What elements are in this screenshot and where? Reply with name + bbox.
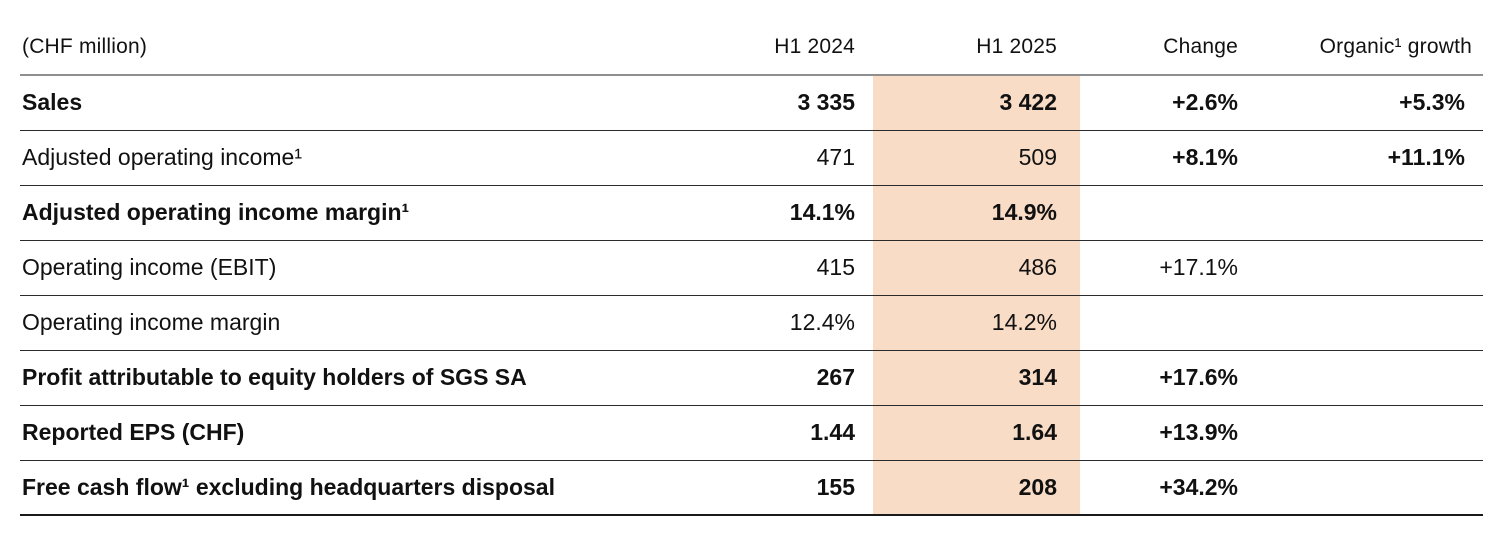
table-body: Sales 3 335 3 422 +2.6% +5.3% Adjusted o… bbox=[20, 75, 1483, 516]
table-row-reported-eps: Reported EPS (CHF) 1.44 1.64 +13.9% bbox=[20, 405, 1483, 461]
row-label: Free cash flow¹ excluding headquarters d… bbox=[20, 460, 723, 516]
value-h1-2025: 208 bbox=[873, 460, 1080, 516]
value-change: +34.2% bbox=[1080, 460, 1260, 516]
row-label: Operating income margin bbox=[20, 295, 723, 351]
value-h1-2024: 415 bbox=[723, 240, 873, 296]
col-header-h1-2025: H1 2025 bbox=[873, 0, 1080, 76]
table-row-adjusted-operating-income-margin: Adjusted operating income margin¹ 14.1% … bbox=[20, 185, 1483, 241]
value-h1-2024: 3 335 bbox=[723, 75, 873, 131]
table-row-free-cash-flow: Free cash flow¹ excluding headquarters d… bbox=[20, 460, 1483, 516]
row-label: Operating income (EBIT) bbox=[20, 240, 723, 296]
value-change: +17.1% bbox=[1080, 240, 1260, 296]
value-organic bbox=[1260, 350, 1483, 406]
value-change bbox=[1080, 295, 1260, 351]
table-row-sales: Sales 3 335 3 422 +2.6% +5.3% bbox=[20, 75, 1483, 131]
value-change: +2.6% bbox=[1080, 75, 1260, 131]
row-label: Reported EPS (CHF) bbox=[20, 405, 723, 461]
value-change: +13.9% bbox=[1080, 405, 1260, 461]
row-label: Adjusted operating income margin¹ bbox=[20, 185, 723, 241]
value-h1-2024: 1.44 bbox=[723, 405, 873, 461]
value-h1-2025: 1.64 bbox=[873, 405, 1080, 461]
value-organic bbox=[1260, 405, 1483, 461]
value-h1-2025: 314 bbox=[873, 350, 1080, 406]
col-header-organic-growth: Organic¹ growth bbox=[1260, 0, 1483, 76]
table-row-operating-income-ebit: Operating income (EBIT) 415 486 +17.1% bbox=[20, 240, 1483, 296]
value-h1-2025: 14.2% bbox=[873, 295, 1080, 351]
value-h1-2024: 471 bbox=[723, 130, 873, 186]
value-organic bbox=[1260, 185, 1483, 241]
value-h1-2025: 14.9% bbox=[873, 185, 1080, 241]
value-change bbox=[1080, 185, 1260, 241]
table-row-operating-income-margin: Operating income margin 12.4% 14.2% bbox=[20, 295, 1483, 351]
header-row: (CHF million) H1 2024 H1 2025 Change Org… bbox=[20, 0, 1483, 76]
value-h1-2025: 3 422 bbox=[873, 75, 1080, 131]
value-organic bbox=[1260, 295, 1483, 351]
value-h1-2025: 509 bbox=[873, 130, 1080, 186]
col-header-h1-2024: H1 2024 bbox=[723, 0, 873, 76]
value-organic: +11.1% bbox=[1260, 130, 1483, 186]
row-label: Profit attributable to equity holders of… bbox=[20, 350, 723, 406]
value-h1-2024: 155 bbox=[723, 460, 873, 516]
value-h1-2024: 267 bbox=[723, 350, 873, 406]
row-label: Sales bbox=[20, 75, 723, 131]
table-header: (CHF million) H1 2024 H1 2025 Change Org… bbox=[20, 0, 1483, 76]
value-organic: +5.3% bbox=[1260, 75, 1483, 131]
value-change: +8.1% bbox=[1080, 130, 1260, 186]
financial-summary-table-wrap: (CHF million) H1 2024 H1 2025 Change Org… bbox=[20, 0, 1483, 516]
table-row-adjusted-operating-income: Adjusted operating income¹ 471 509 +8.1%… bbox=[20, 130, 1483, 186]
value-organic bbox=[1260, 460, 1483, 516]
unit-label: (CHF million) bbox=[20, 0, 723, 76]
row-label: Adjusted operating income¹ bbox=[20, 130, 723, 186]
col-header-change: Change bbox=[1080, 0, 1260, 76]
financial-summary-table: (CHF million) H1 2024 H1 2025 Change Org… bbox=[20, 0, 1483, 516]
value-change: +17.6% bbox=[1080, 350, 1260, 406]
value-h1-2024: 12.4% bbox=[723, 295, 873, 351]
value-h1-2025: 486 bbox=[873, 240, 1080, 296]
value-organic bbox=[1260, 240, 1483, 296]
value-h1-2024: 14.1% bbox=[723, 185, 873, 241]
table-row-profit-attributable: Profit attributable to equity holders of… bbox=[20, 350, 1483, 406]
